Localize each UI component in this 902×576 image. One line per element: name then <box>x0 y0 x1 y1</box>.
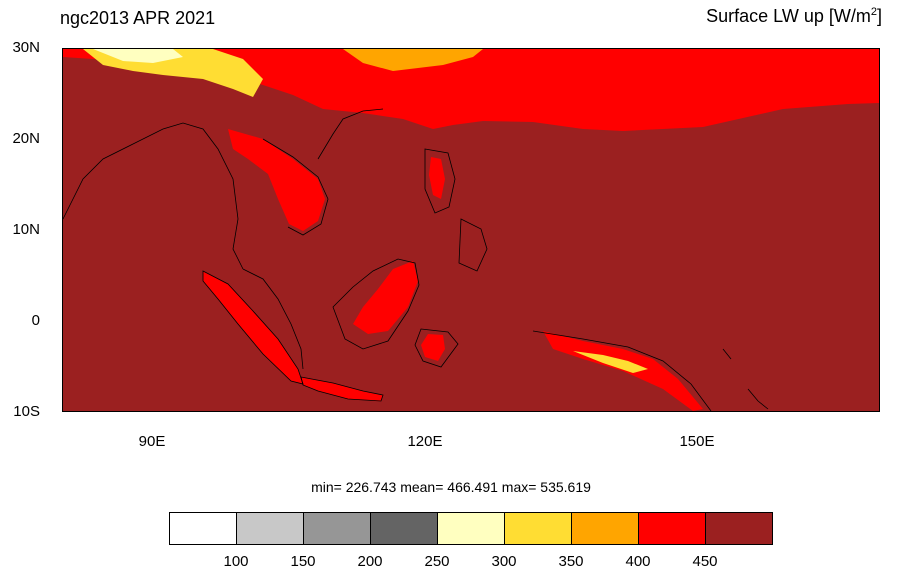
lat-label-30n: 30N <box>12 39 40 56</box>
map-panel <box>62 48 880 412</box>
new-guinea-yellow <box>573 351 648 373</box>
plot-title-left: ngc2013 APR 2021 <box>60 8 216 28</box>
colorbar-label: 250 <box>424 553 450 570</box>
new-guinea-warm <box>543 331 703 411</box>
colorbar-box <box>505 513 572 544</box>
lat-label-10n: 10N <box>12 221 40 238</box>
philippines-warm <box>429 157 445 199</box>
lat-label-10s: 10S <box>13 403 40 420</box>
title-right-suffix: ] <box>876 6 882 26</box>
colorbar-box <box>639 513 706 544</box>
lon-label-90e: 90E <box>138 433 166 450</box>
lat-label-20n: 20N <box>12 130 40 147</box>
title-right-text: Surface LW up [W/m <box>706 6 871 26</box>
colorbar-label: 300 <box>491 553 517 570</box>
sulawesi-warm <box>421 334 445 361</box>
indochina-warm <box>228 129 325 231</box>
lon-label-120e: 120E <box>407 433 443 450</box>
lon-label-150e: 150E <box>679 433 715 450</box>
colorbar <box>169 512 773 545</box>
colorbar-box <box>170 513 237 544</box>
title-right-superscript: 2 <box>870 6 877 18</box>
map-svg <box>63 49 879 411</box>
stats-line: min= 226.743 mean= 466.491 max= 535.619 <box>311 479 591 495</box>
colorbar-box <box>572 513 639 544</box>
colorbar-box <box>304 513 371 544</box>
colorbar-box <box>438 513 505 544</box>
borneo-warm <box>353 261 418 334</box>
colorbar-label: 100 <box>223 553 249 570</box>
east-china-orange <box>343 49 483 71</box>
colorbar-label: 450 <box>692 553 718 570</box>
colorbar-box <box>706 513 772 544</box>
colorbar-label: 150 <box>290 553 316 570</box>
colorbar-label: 350 <box>558 553 584 570</box>
colorbar-box <box>371 513 438 544</box>
colorbar-label: 400 <box>625 553 651 570</box>
lat-label-0: 0 <box>31 312 40 329</box>
colorbar-box <box>237 513 304 544</box>
colorbar-label: 200 <box>357 553 383 570</box>
sumatra-warm <box>203 271 303 384</box>
taiwan-warm <box>429 97 439 113</box>
tibet-pale <box>93 49 183 63</box>
northern-warm-band <box>63 49 879 131</box>
java-warm <box>301 377 383 401</box>
plot-title-right: Surface LW up [W/m2] <box>706 6 882 27</box>
coastlines <box>63 108 769 411</box>
